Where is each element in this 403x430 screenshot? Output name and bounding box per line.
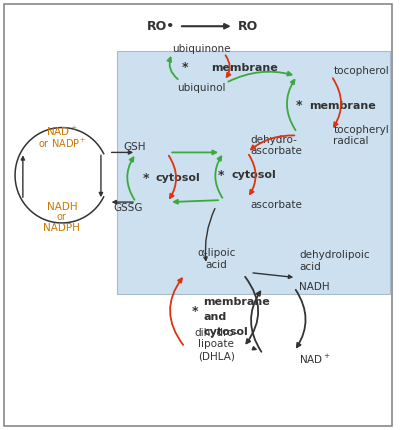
Text: membrane: membrane [211,63,278,73]
Text: *: * [182,61,188,74]
Text: NADH: NADH [47,202,77,212]
Text: ascorbate: ascorbate [250,200,302,210]
Text: membrane: membrane [309,101,376,111]
Text: dehydrolipoic
acid: dehydrolipoic acid [299,250,370,272]
Text: membrane: membrane [204,298,270,307]
Text: *: * [143,172,149,185]
Text: or: or [57,212,67,222]
Text: cytosol: cytosol [232,170,276,180]
Text: RO: RO [237,20,258,33]
Bar [116,51,390,295]
Text: dehydro-
ascorbate: dehydro- ascorbate [250,135,302,156]
Text: ubiquinone: ubiquinone [172,44,231,54]
Text: NAD$^+$: NAD$^+$ [299,353,331,366]
Text: *: * [191,305,198,318]
Text: GSH: GSH [123,142,146,153]
Text: NADPH: NADPH [44,223,80,233]
Text: *: * [296,99,302,112]
Bar [116,51,390,295]
Text: cytosol: cytosol [204,327,248,337]
Text: *: * [218,169,224,182]
Text: dihydro-
lipoate
(DHLA): dihydro- lipoate (DHLA) [194,328,238,361]
Text: NAD$^+$: NAD$^+$ [46,126,78,138]
Text: RO•: RO• [147,20,175,33]
Text: NADH: NADH [299,282,330,292]
Text: GSSG: GSSG [113,203,143,213]
Text: cytosol: cytosol [156,173,200,183]
Text: ubiquinol: ubiquinol [177,83,226,93]
Text: and: and [204,312,226,322]
Text: tocopherol: tocopherol [333,66,389,76]
Text: α-lipoic
acid: α-lipoic acid [197,248,235,270]
Text: or NADP$^+$: or NADP$^+$ [37,137,86,150]
Text: tocopheryl
radical: tocopheryl radical [333,125,389,146]
